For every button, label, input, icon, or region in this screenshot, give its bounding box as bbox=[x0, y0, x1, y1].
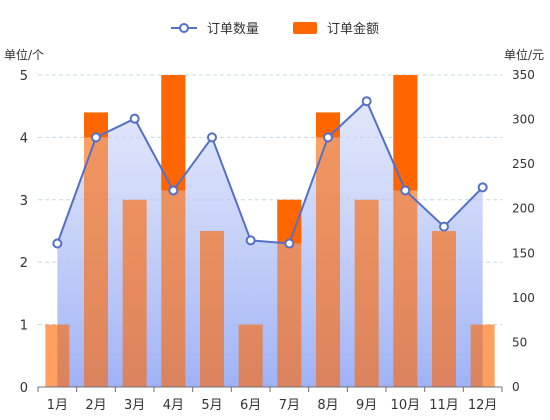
y-left-tick-label: 1 bbox=[20, 319, 28, 334]
x-tick-label: 7月 bbox=[279, 398, 300, 413]
bar bbox=[354, 199, 379, 387]
x-tick-label: 10月 bbox=[391, 398, 421, 413]
line-point bbox=[323, 132, 333, 143]
x-tick-label: 6月 bbox=[240, 398, 261, 413]
x-tick-label: 1月 bbox=[47, 398, 68, 413]
y-right-tick-label: 250 bbox=[512, 157, 535, 171]
y-left-tick-label: 0 bbox=[20, 381, 28, 396]
x-tick-label: 4月 bbox=[163, 398, 184, 413]
legend-label-order-amount: 订单金额 bbox=[327, 22, 380, 37]
y-right-tick-label: 50 bbox=[512, 335, 527, 349]
y-right-tick-label: 150 bbox=[512, 246, 535, 260]
line-series bbox=[56, 99, 484, 245]
legend-line-marker-icon bbox=[170, 22, 197, 33]
legend-label-order-count: 订单数量 bbox=[206, 22, 259, 37]
line-point bbox=[91, 132, 101, 143]
bar bbox=[122, 199, 147, 387]
line-point bbox=[52, 238, 63, 249]
bar bbox=[432, 231, 456, 387]
line-point bbox=[284, 238, 295, 249]
legend-item-order-amount[interactable]: 订单金额 bbox=[293, 18, 379, 37]
bar bbox=[316, 112, 340, 387]
line-point bbox=[361, 96, 372, 107]
y-left-tick-label: 2 bbox=[20, 256, 28, 271]
y-left-tick-label: 4 bbox=[20, 131, 28, 146]
line-point bbox=[245, 235, 256, 246]
x-tick-label: 9月 bbox=[356, 398, 377, 413]
line-point bbox=[129, 113, 140, 124]
line-area-fill bbox=[57, 101, 483, 387]
bar bbox=[238, 324, 263, 387]
line-point bbox=[207, 132, 217, 143]
bar bbox=[45, 324, 70, 387]
line-point bbox=[168, 185, 179, 196]
y-left-tick-label: 5 bbox=[20, 69, 28, 84]
y-right-tick-label: 350 bbox=[512, 68, 535, 82]
line-point bbox=[400, 185, 411, 196]
left-axis-unit: 单位/个 bbox=[4, 48, 45, 62]
line-point bbox=[439, 221, 449, 232]
bar bbox=[470, 324, 495, 387]
legend-item-order-count[interactable]: 订单数量 bbox=[170, 18, 259, 37]
x-tick-label: 12月 bbox=[468, 398, 498, 413]
y-right-tick-label: 200 bbox=[512, 202, 535, 216]
x-tick-label: 8月 bbox=[317, 398, 338, 413]
x-tick-label: 2月 bbox=[85, 398, 106, 413]
x-tick-label: 3月 bbox=[124, 398, 145, 413]
legend-bar-marker-icon bbox=[293, 21, 317, 34]
y-left-tick-label: 3 bbox=[20, 194, 28, 209]
x-tick-label: 5月 bbox=[201, 398, 222, 413]
bar-top-segment bbox=[161, 75, 186, 191]
bar bbox=[84, 112, 108, 387]
right-axis-unit: 单位/元 bbox=[503, 48, 544, 62]
y-right-tick-label: 300 bbox=[512, 113, 535, 127]
x-tick-label: 11月 bbox=[429, 398, 459, 413]
y-right-tick-label: 100 bbox=[512, 291, 535, 305]
line-point bbox=[477, 182, 488, 193]
bar bbox=[200, 231, 224, 387]
legend: 订单数量 订单金额 bbox=[0, 18, 550, 37]
y-right-tick-label: 0 bbox=[512, 380, 520, 394]
